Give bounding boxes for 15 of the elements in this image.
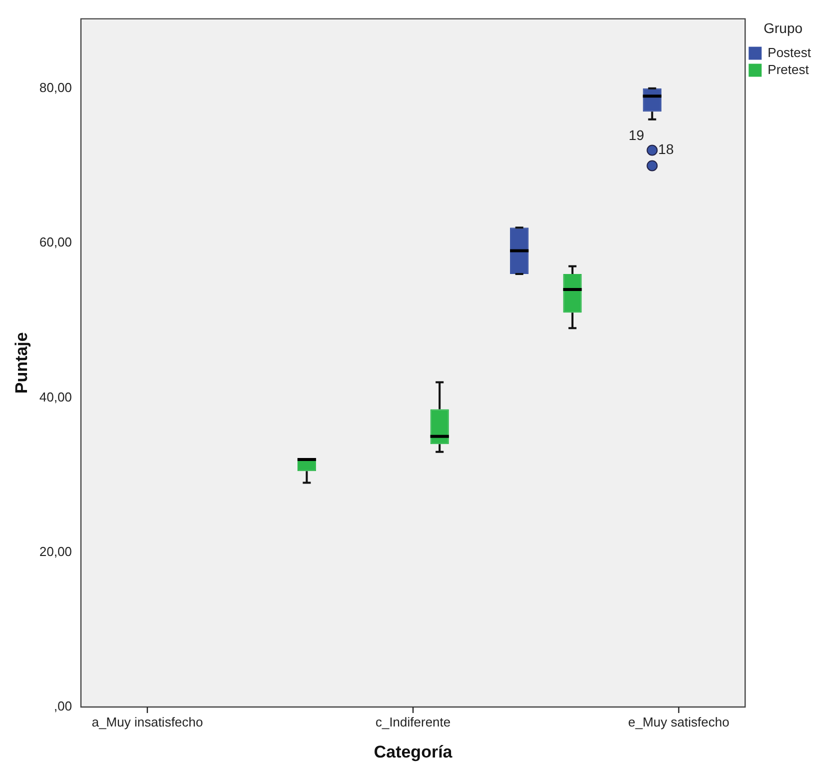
x-tick-label: a_Muy insatisfecho <box>92 714 203 730</box>
y-tick-label: 20,00 <box>39 544 72 559</box>
annotation: 18 <box>658 141 674 158</box>
y-tick-label: 60,00 <box>39 234 72 250</box>
annotation: 19 <box>628 127 644 144</box>
legend-label: Postest <box>768 44 812 60</box>
x-tick-label: c_Indiferente <box>375 714 451 730</box>
x-axis-title: Categoría <box>374 742 453 762</box>
x-tick-label: e_Muy satisfecho <box>628 714 730 730</box>
legend-label: Pretest <box>768 62 810 77</box>
y-tick-label: 80,00 <box>39 80 72 95</box>
y-tick-label: 40,00 <box>39 389 72 404</box>
y-axis-title: Puntaje <box>12 332 31 394</box>
legend-title: Grupo <box>764 20 803 36</box>
y-tick-label: ,00 <box>54 698 72 714</box>
